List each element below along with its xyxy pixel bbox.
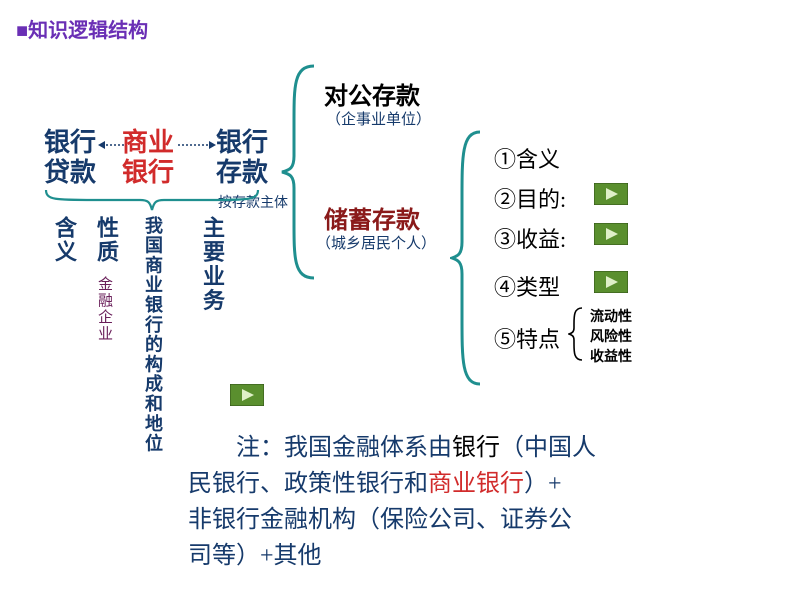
nav-business-button[interactable]: [230, 384, 264, 406]
under-business: 主要业务: [196, 216, 228, 313]
trait-3: 收益性: [590, 346, 632, 366]
commercial-bank: 商业 银行: [122, 128, 174, 188]
right-item-5: ⑤特点: [494, 322, 560, 354]
bank-deposit: 银行 存款: [216, 128, 268, 188]
note-paragraph: 注：我国金融体系由银行（中国人 民银行、政策性银行和商业银行）+ 非银行金融机构…: [188, 430, 708, 574]
under-structure: 我国商业银行的构成和地位: [140, 216, 166, 454]
dotted-arrow-right: [178, 140, 216, 150]
underbrace: [44, 188, 260, 212]
savings-deposit: 储蓄存款: [324, 200, 420, 235]
corporate-deposit-sub: （企事业单位）: [326, 108, 431, 129]
corporate-deposit: 对公存款: [324, 76, 420, 111]
right-item-1: ①含义: [494, 142, 560, 174]
right-item-2: ②目的:: [494, 182, 566, 214]
trait-2: 风险性: [590, 326, 632, 346]
right-item-4: ④类型: [494, 270, 560, 302]
nav-purpose-button[interactable]: [594, 183, 628, 205]
trait-1: 流动性: [590, 306, 632, 326]
under-meaning: 含义: [48, 216, 80, 264]
right-item-3: ③收益:: [494, 222, 566, 254]
brace-small: [568, 306, 586, 362]
dotted-arrow-left: [98, 140, 124, 150]
brace-right-big: [450, 128, 486, 388]
under-nature: 性质: [90, 216, 122, 264]
under-nature-sub: 金融企业: [94, 276, 115, 342]
brace-left-big: [280, 62, 320, 282]
page-title: ■知识逻辑结构: [16, 14, 148, 43]
bank-loan: 银行 贷款: [44, 128, 96, 188]
nav-income-button[interactable]: [594, 223, 628, 245]
nav-type-button[interactable]: [594, 271, 628, 293]
savings-deposit-sub: （城乡居民个人）: [316, 232, 436, 253]
